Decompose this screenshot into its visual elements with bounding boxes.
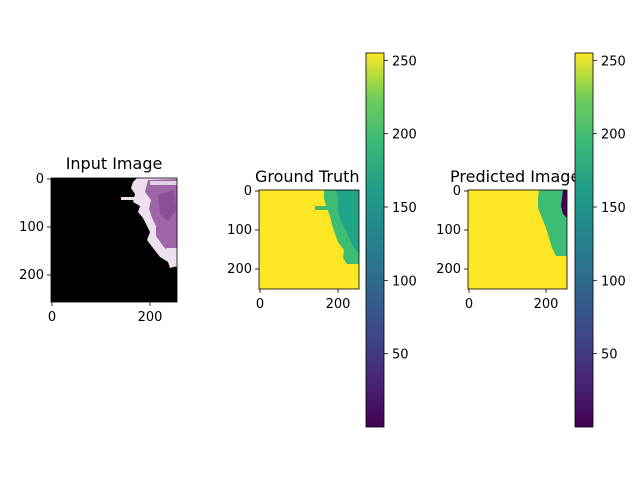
pred-colorbar-frame — [574, 52, 594, 428]
colorbar-tick-label: 50 — [601, 348, 618, 363]
gt-green-streak — [315, 206, 327, 210]
input-x-axis: 0 200 — [48, 302, 163, 325]
colorbar-tick-label: 200 — [392, 128, 417, 143]
pred-colorbar-gradient — [575, 53, 593, 427]
pred-class-green — [538, 190, 567, 256]
tissue-dark-patch — [158, 190, 176, 222]
pred-ytick: 0 — [453, 184, 461, 199]
pred-ytick: 100 — [436, 223, 461, 238]
colorbar-tick-label: 250 — [392, 54, 417, 69]
pred-xtick: 0 — [465, 297, 473, 312]
gt-colorbar-ticks: 50 100 150 200 250 — [384, 54, 417, 363]
colorbar-tick-label: 150 — [392, 201, 417, 216]
panel-input-image: Input Image 0 100 200 0 200 — [19, 154, 178, 325]
pred-y-axis: 0 100 200 — [436, 184, 468, 277]
panel-predicted-image: Predicted Image 0 100 200 0 200 50 100 150… — [436, 52, 626, 428]
pred-frame — [467, 189, 568, 290]
gt-ytick: 100 — [227, 223, 252, 238]
colorbar-tick-label: 200 — [601, 128, 626, 143]
tissue-tail — [166, 248, 177, 267]
input-ytick: 0 — [36, 172, 44, 187]
gt-y-axis: 0 100 200 — [227, 184, 259, 277]
pred-colorbar-ticks: 50 100 150 200 250 — [593, 54, 626, 363]
input-ytick: 100 — [19, 220, 44, 235]
gt-ytick: 0 — [244, 184, 252, 199]
panel-ground-truth: Ground Truth 0 100 200 0 200 50 100 150 200… — [227, 52, 417, 428]
gt-ytick: 200 — [227, 262, 252, 277]
input-image-area — [51, 178, 177, 302]
input-y-axis: 0 100 200 — [19, 172, 51, 283]
colorbar-tick-label: 100 — [392, 274, 417, 289]
tissue-streak — [121, 197, 141, 200]
panel-title-input: Input Image — [66, 154, 163, 173]
colorbar-tick-label: 250 — [601, 54, 626, 69]
input-frame — [50, 177, 178, 303]
predicted-image-area — [468, 190, 567, 289]
input-ytick: 200 — [19, 268, 44, 283]
gt-colorbar-frame — [365, 52, 385, 428]
gt-x-axis: 0 200 — [256, 289, 351, 312]
pred-class-purple — [561, 190, 567, 218]
ground-truth-area — [259, 190, 359, 289]
pred-colorbar: 50 100 150 200 250 — [574, 52, 626, 428]
colorbar-tick-label: 150 — [601, 201, 626, 216]
panel-title-predicted: Predicted Image — [450, 167, 580, 186]
tissue-highlight — [150, 181, 177, 185]
gt-colorbar: 50 100 150 200 250 — [365, 52, 417, 428]
pred-xtick: 200 — [534, 297, 559, 312]
gt-class-teal — [336, 190, 359, 253]
gt-xtick: 200 — [326, 297, 351, 312]
gt-colorbar-gradient — [366, 53, 384, 427]
gt-xtick: 0 — [256, 297, 264, 312]
pred-x-axis: 0 200 — [465, 289, 559, 312]
colorbar-tick-label: 50 — [392, 348, 409, 363]
colorbar-tick-label: 100 — [601, 274, 626, 289]
input-xtick: 0 — [48, 310, 56, 325]
pred-ytick: 200 — [436, 262, 461, 277]
panel-title-ground-truth: Ground Truth — [255, 167, 360, 186]
gt-frame — [258, 189, 360, 290]
input-xtick: 200 — [138, 310, 163, 325]
